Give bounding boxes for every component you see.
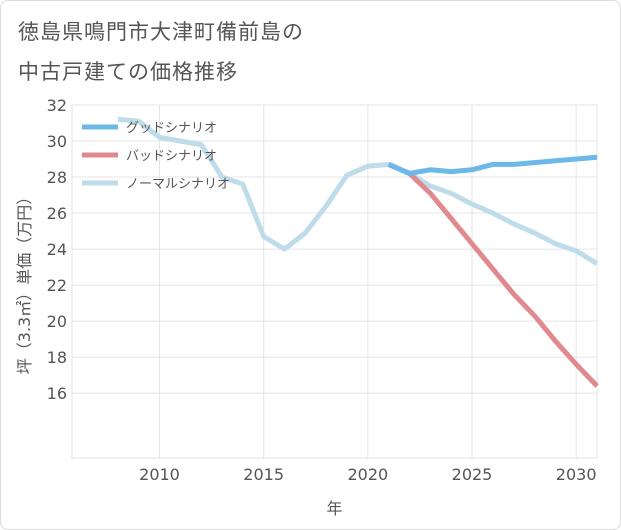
x-tick-label: 2015 [243, 465, 284, 484]
y-tick-label: 30 [47, 132, 67, 151]
chart-title-line-1: 徳島県鳴門市大津町備前島の [18, 20, 304, 44]
y-axis-ticks: 16 18 20 22 24 26 28 30 32 [47, 96, 67, 403]
legend-label-2: ノーマルシナリオ [126, 177, 230, 192]
y-tick-label: 18 [47, 348, 67, 367]
series-line-0 [387, 154, 598, 176]
y-tick-label: 28 [47, 168, 67, 187]
y-tick-label: 26 [47, 204, 67, 223]
series-lines [117, 116, 599, 388]
y-tick-label: 24 [47, 240, 67, 259]
x-axis-ticks: 2010 2015 2020 2025 2030 [139, 465, 596, 484]
series-line-2 [117, 116, 599, 266]
x-tick-label: 2020 [347, 465, 388, 484]
series-line-1 [387, 162, 599, 388]
legend-label-0: グッドシナリオ [126, 121, 217, 136]
x-tick-label: 2010 [139, 465, 180, 484]
y-axis-title: 坪（3.3㎡）単価（万円） [15, 189, 34, 374]
y-tick-label: 16 [47, 384, 67, 403]
x-axis-title: 年 [326, 499, 342, 518]
x-tick-label: 2030 [556, 465, 597, 484]
chart-title-line-2: 中古戸建ての価格推移 [18, 60, 238, 84]
y-tick-label: 32 [47, 96, 67, 115]
y-tick-label: 20 [47, 312, 67, 331]
y-tick-label: 22 [47, 276, 67, 295]
x-tick-label: 2025 [452, 465, 493, 484]
legend-label-1: バッドシナリオ [126, 149, 217, 164]
